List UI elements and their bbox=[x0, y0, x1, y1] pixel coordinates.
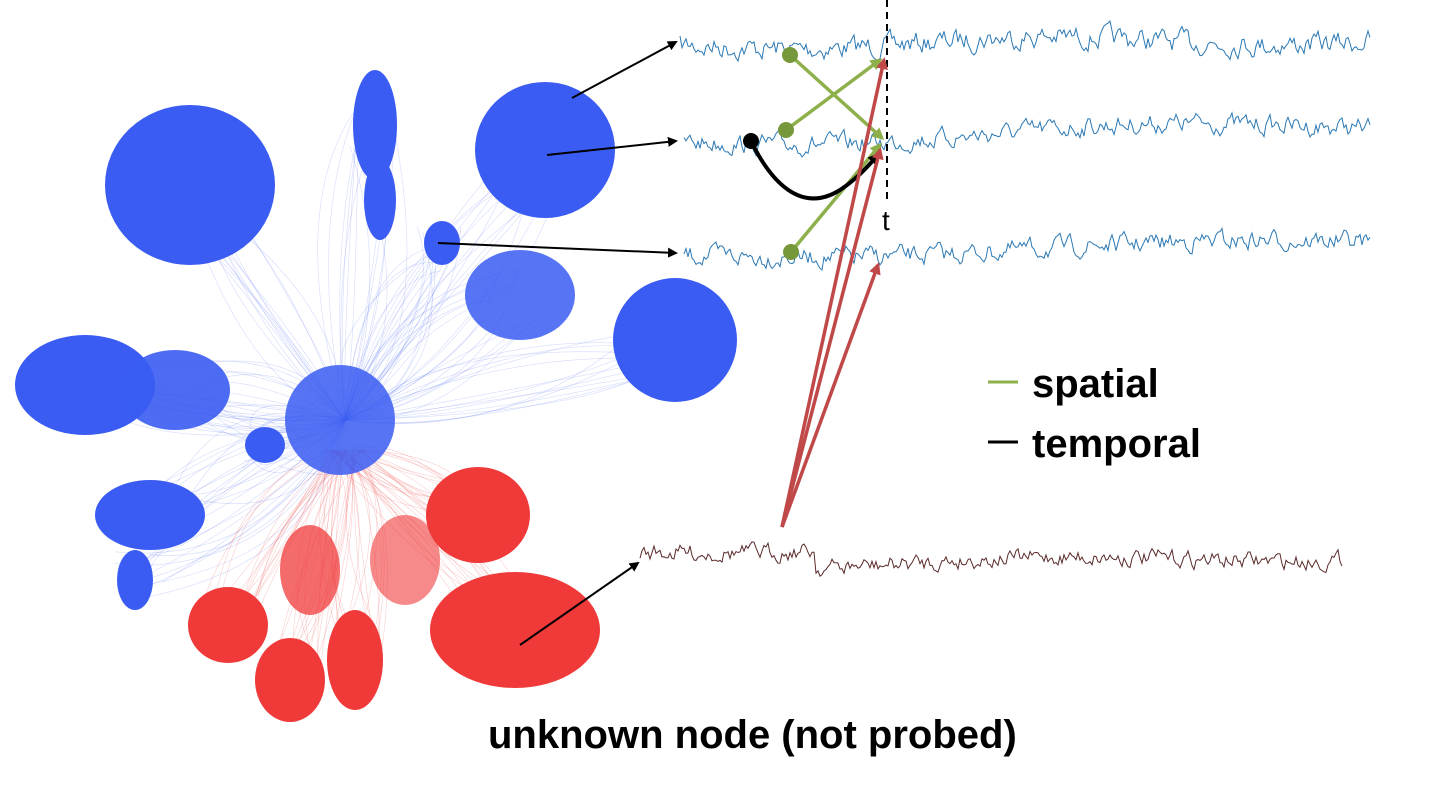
spatial-node-2 bbox=[778, 122, 794, 138]
probed-cluster-right bbox=[613, 278, 737, 402]
probed-cluster-top-center bbox=[353, 70, 397, 180]
spatial-node-1 bbox=[782, 47, 798, 63]
unknown-arrow-2 bbox=[780, 147, 884, 528]
pointer-arrow-3 bbox=[437, 242, 678, 258]
unknown-arrow-1 bbox=[780, 57, 888, 528]
unknown-cluster-mid-2 bbox=[370, 515, 440, 605]
signal-trace-1 bbox=[679, 20, 1371, 63]
probed-cluster-lower-tail bbox=[117, 550, 153, 610]
pointer-arrow-1 bbox=[571, 41, 678, 99]
unknown-clusters bbox=[188, 467, 600, 722]
probed-clusters bbox=[15, 70, 737, 610]
spatial-arrow-2 bbox=[784, 58, 883, 132]
probed-cluster-top-center-tail bbox=[364, 160, 396, 240]
unknown-cluster-main bbox=[430, 572, 600, 688]
probed-cluster-lower-left bbox=[95, 480, 205, 550]
signal-trace-2 bbox=[683, 111, 1371, 158]
spatial-arrow-3 bbox=[789, 142, 882, 254]
unknown-influences bbox=[780, 57, 888, 528]
pointer-arrow-2 bbox=[546, 136, 678, 156]
temporal-arrow bbox=[749, 140, 881, 201]
probed-cluster-hub-side bbox=[245, 427, 285, 463]
unknown-cluster-mid bbox=[280, 525, 340, 615]
legend: spatial temporal bbox=[988, 362, 1201, 466]
temporal-source-node bbox=[743, 133, 759, 149]
network-graph bbox=[15, 70, 737, 722]
probed-cluster-right-bridge bbox=[465, 250, 575, 340]
pointer-arrow-unknown bbox=[519, 561, 640, 646]
probed-cluster-top-right bbox=[475, 82, 615, 218]
unknown-cluster-bottom-2 bbox=[327, 610, 383, 710]
unknown-arrow-3 bbox=[780, 262, 881, 528]
spatial-arrow-1 bbox=[788, 53, 885, 141]
spatial-node-3 bbox=[783, 244, 799, 260]
spatial-influences bbox=[784, 53, 885, 254]
signals bbox=[639, 20, 1371, 578]
pointer-arrows bbox=[437, 41, 678, 646]
legend-spatial-label: spatial bbox=[1032, 362, 1159, 406]
unknown-cluster-bottom-1 bbox=[255, 638, 325, 722]
spatial-source-nodes bbox=[778, 47, 799, 260]
unknown-node-label: unknown node (not probed) bbox=[488, 713, 1017, 757]
legend-temporal-label: temporal bbox=[1032, 422, 1201, 466]
unknown-cluster-left bbox=[188, 587, 268, 663]
time-marker-label: t bbox=[882, 205, 890, 236]
probed-cluster-left bbox=[15, 335, 155, 435]
unknown-cluster-top bbox=[426, 467, 530, 563]
probed-cluster-top-left bbox=[105, 105, 275, 265]
network-hub bbox=[285, 365, 395, 475]
probed-cluster-left-2 bbox=[120, 350, 230, 430]
signal-trace-unknown bbox=[639, 541, 1343, 578]
